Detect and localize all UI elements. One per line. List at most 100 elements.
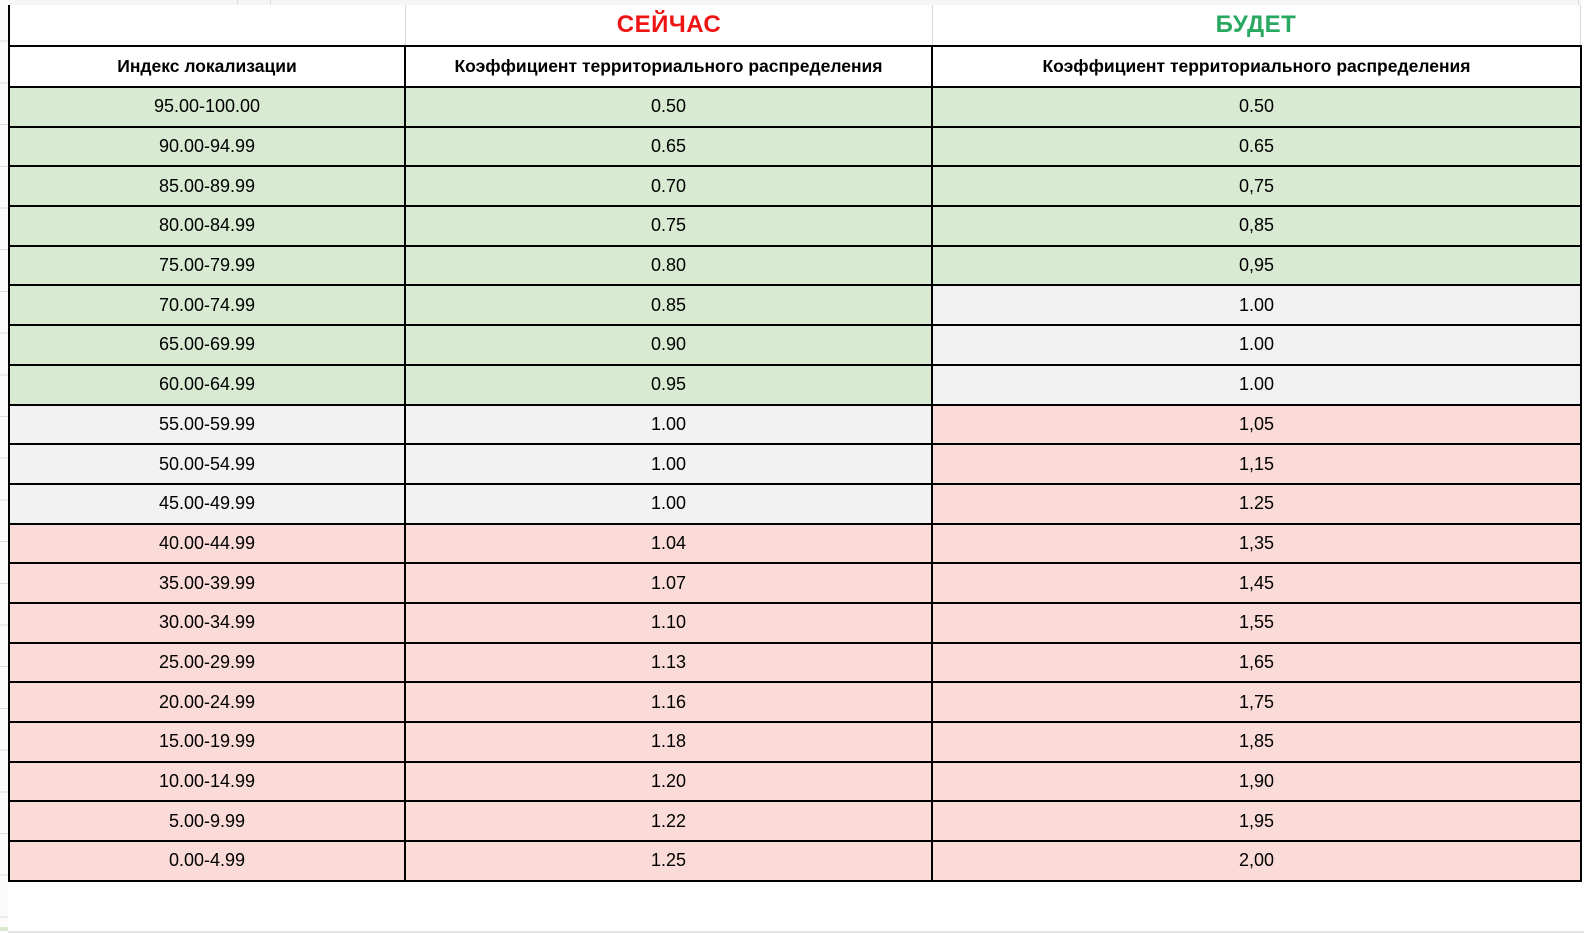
cell-coefficient-future[interactable]: 1.00 xyxy=(931,363,1582,406)
table-row: 75.00-79.99 0.80 0,95 xyxy=(8,244,1582,287)
cell-coefficient-now[interactable]: 1.25 xyxy=(404,840,933,882)
cell-localization-index[interactable]: 15.00-19.99 xyxy=(8,721,406,763)
table-row: 30.00-34.99 1.10 1,55 xyxy=(8,601,1582,644)
cell-coefficient-future[interactable]: 0,95 xyxy=(931,244,1582,287)
cell-coefficient-now[interactable]: 1.00 xyxy=(404,443,933,485)
cell-localization-index[interactable]: 75.00-79.99 xyxy=(8,244,406,287)
cell-coefficient-future[interactable]: 1,15 xyxy=(931,443,1582,485)
localization-coefficient-table: Индекс локализации Коэффициент территори… xyxy=(8,45,1582,882)
cell-coefficient-future[interactable]: 1,90 xyxy=(931,760,1582,803)
table-row: 90.00-94.99 0.65 0.65 xyxy=(8,125,1582,168)
table-header-row: Индекс локализации Коэффициент территори… xyxy=(8,45,1582,88)
cell-coefficient-now[interactable]: 1.18 xyxy=(404,721,933,763)
cell-coefficient-now[interactable]: 1.10 xyxy=(404,601,933,644)
gridline xyxy=(1578,0,1579,5)
cell-coefficient-now[interactable]: 1.00 xyxy=(404,482,933,525)
cell-localization-index[interactable]: 40.00-44.99 xyxy=(8,522,406,565)
cell-coefficient-future[interactable]: 1.00 xyxy=(931,324,1582,366)
cell-localization-index[interactable]: 10.00-14.99 xyxy=(8,760,406,803)
cell-coefficient-now[interactable]: 1.07 xyxy=(404,562,933,604)
cell-coefficient-now[interactable]: 1.22 xyxy=(404,800,933,843)
cell-coefficient-future[interactable]: 1,65 xyxy=(931,641,1582,684)
table-row: 25.00-29.99 1.13 1,65 xyxy=(8,641,1582,684)
cell-coefficient-now[interactable]: 0.70 xyxy=(404,165,933,208)
merged-title-row: СЕЙЧАС БУДЕТ xyxy=(8,5,1581,45)
cell-coefficient-now[interactable]: 0.65 xyxy=(404,125,933,168)
table-row: 65.00-69.99 0.90 1.00 xyxy=(8,324,1582,366)
cell-localization-index[interactable]: 95.00-100.00 xyxy=(8,86,406,128)
cell-coefficient-future[interactable]: 0,85 xyxy=(931,205,1582,247)
cell-coefficient-future[interactable]: 1,95 xyxy=(931,800,1582,843)
cell-localization-index[interactable]: 90.00-94.99 xyxy=(8,125,406,168)
table-row: 5.00-9.99 1.22 1,95 xyxy=(8,800,1582,843)
cell-localization-index[interactable]: 85.00-89.99 xyxy=(8,165,406,208)
cell-coefficient-now[interactable]: 1.00 xyxy=(404,403,933,446)
cell-coefficient-now[interactable]: 1.04 xyxy=(404,522,933,565)
cell-coefficient-future[interactable]: 0.65 xyxy=(931,125,1582,168)
cell-localization-index[interactable]: 65.00-69.99 xyxy=(8,324,406,366)
cell-coefficient-future[interactable]: 0,75 xyxy=(931,165,1582,208)
cell-coefficient-future[interactable]: 0.50 xyxy=(931,86,1582,128)
cell-localization-index[interactable]: 0.00-4.99 xyxy=(8,840,406,882)
title-now-label: СЕЙЧАС xyxy=(616,11,722,38)
cell-coefficient-future[interactable]: 1.00 xyxy=(931,284,1582,327)
cell-localization-index[interactable]: 50.00-54.99 xyxy=(8,443,406,485)
cell-coefficient-now[interactable]: 0.75 xyxy=(404,205,933,247)
table-row: 10.00-14.99 1.20 1,90 xyxy=(8,760,1582,803)
title-future-label: БУДЕТ xyxy=(1215,11,1297,38)
table-row: 35.00-39.99 1.07 1,45 xyxy=(8,562,1582,604)
cell-coefficient-future[interactable]: 1,35 xyxy=(931,522,1582,565)
cell-coefficient-future[interactable]: 1.25 xyxy=(931,482,1582,525)
table-row: 85.00-89.99 0.70 0,75 xyxy=(8,165,1582,208)
cell-localization-index[interactable]: 20.00-24.99 xyxy=(8,681,406,723)
header-coefficient-now[interactable]: Коэффициент территориального распределен… xyxy=(404,45,933,88)
gridline xyxy=(270,0,271,5)
table-row: 20.00-24.99 1.16 1,75 xyxy=(8,681,1582,723)
cell-localization-index[interactable]: 25.00-29.99 xyxy=(8,641,406,684)
sheet-grid-right-sliver xyxy=(1581,0,1584,931)
sheet-grid-bottom-cell-fragment xyxy=(0,927,8,931)
table-row: 15.00-19.99 1.18 1,85 xyxy=(8,721,1582,763)
cell-localization-index[interactable]: 5.00-9.99 xyxy=(8,800,406,843)
cell-localization-index[interactable]: 35.00-39.99 xyxy=(8,562,406,604)
table-row: 55.00-59.99 1.00 1,05 xyxy=(8,403,1582,446)
header-coefficient-future[interactable]: Коэффициент территориального распределен… xyxy=(931,45,1582,88)
cell-coefficient-future[interactable]: 1,05 xyxy=(931,403,1582,446)
gridline xyxy=(237,0,238,5)
cell-localization-index[interactable]: 45.00-49.99 xyxy=(8,482,406,525)
cell-coefficient-future[interactable]: 1,75 xyxy=(931,681,1582,723)
cell-coefficient-now[interactable]: 1.16 xyxy=(404,681,933,723)
table-row: 70.00-74.99 0.85 1.00 xyxy=(8,284,1582,327)
cell-localization-index[interactable]: 30.00-34.99 xyxy=(8,601,406,644)
cell-coefficient-now[interactable]: 0.85 xyxy=(404,284,933,327)
cell-coefficient-future[interactable]: 2,00 xyxy=(931,840,1582,882)
table-row: 60.00-64.99 0.95 1.00 xyxy=(8,363,1582,406)
title-future-cell[interactable]: БУДЕТ xyxy=(933,5,1579,45)
table-row: 45.00-49.99 1.00 1.25 xyxy=(8,482,1582,525)
coefficient-table-block: СЕЙЧАС БУДЕТ Индекс локализации Коэффици… xyxy=(8,5,1582,882)
cell-localization-index[interactable]: 60.00-64.99 xyxy=(8,363,406,406)
title-empty-cell[interactable] xyxy=(10,5,406,45)
cell-coefficient-now[interactable]: 0.90 xyxy=(404,324,933,366)
table-body: 95.00-100.00 0.50 0.50 90.00-94.99 0.65 … xyxy=(8,86,1582,882)
cell-coefficient-future[interactable]: 1,85 xyxy=(931,721,1582,763)
table-row: 40.00-44.99 1.04 1,35 xyxy=(8,522,1582,565)
header-localization-index[interactable]: Индекс локализации xyxy=(8,45,406,88)
cell-coefficient-now[interactable]: 1.13 xyxy=(404,641,933,684)
cell-coefficient-now[interactable]: 0.50 xyxy=(404,86,933,128)
title-now-cell[interactable]: СЕЙЧАС xyxy=(406,5,933,45)
table-row: 0.00-4.99 1.25 2,00 xyxy=(8,840,1582,882)
table-row: 95.00-100.00 0.50 0.50 xyxy=(8,86,1582,128)
cell-coefficient-now[interactable]: 1.20 xyxy=(404,760,933,803)
cell-localization-index[interactable]: 80.00-84.99 xyxy=(8,205,406,247)
sheet-grid-bottom-sliver xyxy=(8,922,1584,933)
cell-coefficient-future[interactable]: 1,45 xyxy=(931,562,1582,604)
cell-coefficient-now[interactable]: 0.95 xyxy=(404,363,933,406)
cell-coefficient-future[interactable]: 1,55 xyxy=(931,601,1582,644)
table-row: 80.00-84.99 0.75 0,85 xyxy=(8,205,1582,247)
cell-coefficient-now[interactable]: 0.80 xyxy=(404,244,933,287)
table-row: 50.00-54.99 1.00 1,15 xyxy=(8,443,1582,485)
cell-localization-index[interactable]: 55.00-59.99 xyxy=(8,403,406,446)
cell-localization-index[interactable]: 70.00-74.99 xyxy=(8,284,406,327)
